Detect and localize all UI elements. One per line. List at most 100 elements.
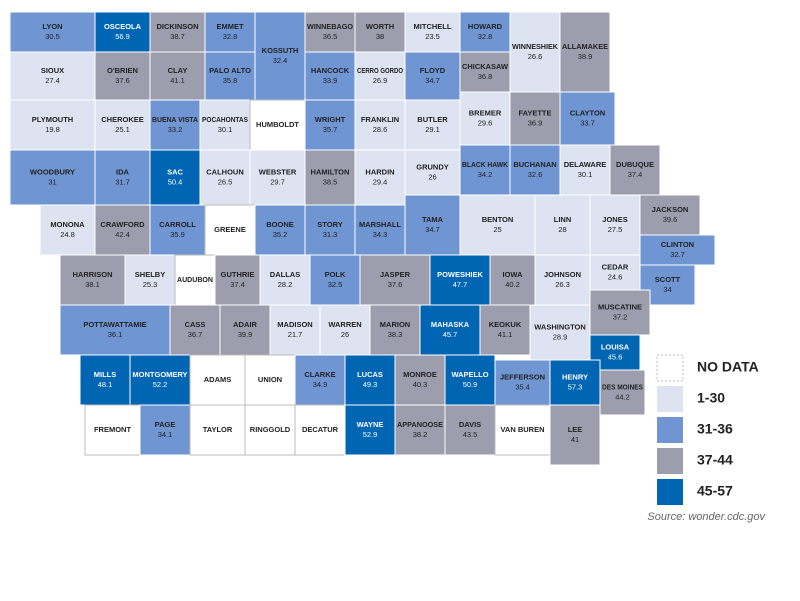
county-value: 32.5 bbox=[328, 280, 343, 289]
county-name: PALO ALTO bbox=[209, 66, 251, 75]
county-value: 26.3 bbox=[555, 280, 570, 289]
county-value: 35.4 bbox=[515, 382, 530, 391]
county-value: 34.2 bbox=[478, 170, 493, 179]
county-value: 32.8 bbox=[478, 32, 493, 41]
county bbox=[354, 51, 406, 101]
county-name: LYON bbox=[42, 22, 62, 31]
county-name: O'BRIEN bbox=[107, 66, 138, 75]
county-value: 50.9 bbox=[463, 380, 478, 389]
county-value: 38.3 bbox=[388, 330, 403, 339]
county bbox=[294, 354, 346, 406]
county-name: CLINTON bbox=[661, 240, 694, 249]
county-name: VAN BUREN bbox=[500, 425, 544, 434]
county-value: 25.3 bbox=[143, 280, 158, 289]
county-value: 33.9 bbox=[323, 76, 338, 85]
county-value: 38.7 bbox=[170, 32, 185, 41]
county-value: 39.6 bbox=[663, 215, 678, 224]
county-name: WAPELLO bbox=[451, 370, 488, 379]
county-value: 31.3 bbox=[323, 230, 338, 239]
county bbox=[509, 11, 561, 93]
county-value: 38.5 bbox=[323, 177, 338, 186]
county bbox=[369, 304, 421, 356]
county-value: 42.4 bbox=[115, 230, 130, 239]
county bbox=[124, 254, 176, 306]
legend-swatch bbox=[656, 354, 684, 382]
county bbox=[204, 204, 256, 256]
county bbox=[304, 149, 356, 206]
county bbox=[509, 144, 561, 196]
county-value: 27.5 bbox=[608, 225, 623, 234]
county-value: 36.8 bbox=[478, 72, 493, 81]
county-value: 34.7 bbox=[425, 76, 440, 85]
county bbox=[559, 11, 611, 93]
county-name: HARDIN bbox=[365, 167, 394, 176]
county-name: SIOUX bbox=[41, 66, 64, 75]
county bbox=[354, 204, 406, 256]
county-value: 26 bbox=[428, 172, 436, 181]
county bbox=[59, 254, 126, 306]
county-name: GUTHRIE bbox=[221, 270, 255, 279]
county bbox=[59, 304, 171, 356]
county-value: 26.5 bbox=[218, 177, 233, 186]
county-name: POTTAWATTAMIE bbox=[83, 320, 146, 329]
county bbox=[394, 354, 446, 406]
legend-swatch bbox=[657, 386, 683, 412]
county-value: 35.9 bbox=[170, 230, 185, 239]
county bbox=[639, 234, 716, 266]
county-name: CERRO GORDO bbox=[357, 66, 403, 75]
county-value: 23.5 bbox=[425, 32, 440, 41]
county-name: WINNESHIEK bbox=[512, 42, 559, 51]
county-value: 38.9 bbox=[578, 52, 593, 61]
county bbox=[609, 144, 661, 196]
county-name: BENTON bbox=[482, 215, 514, 224]
county bbox=[9, 11, 96, 53]
county bbox=[494, 404, 551, 456]
county-name: WAYNE bbox=[357, 420, 384, 429]
county-value: 45.6 bbox=[608, 352, 623, 361]
county bbox=[244, 354, 296, 406]
county-name: MARSHALL bbox=[359, 220, 401, 229]
county-name: DELAWARE bbox=[564, 160, 607, 169]
county-name: BUCHANAN bbox=[513, 160, 556, 169]
county-name: WINNEBAGO bbox=[307, 22, 353, 31]
county-name: JASPER bbox=[380, 270, 411, 279]
county-name: DALLAS bbox=[270, 270, 300, 279]
county-value: 24.6 bbox=[608, 272, 623, 281]
county bbox=[599, 369, 646, 416]
county bbox=[79, 354, 131, 406]
county-name: JONES bbox=[602, 215, 627, 224]
county-name: WRIGHT bbox=[315, 115, 346, 124]
county-value: 41.1 bbox=[498, 330, 513, 339]
county-name: SHELBY bbox=[135, 270, 165, 279]
county-value: 50.4 bbox=[168, 177, 183, 186]
county-value: 38.1 bbox=[85, 280, 100, 289]
county-name: HOWARD bbox=[468, 22, 503, 31]
county bbox=[404, 11, 461, 53]
county-name: UNION bbox=[258, 375, 282, 384]
legend-label: 45-57 bbox=[697, 483, 733, 499]
county-name: BUTLER bbox=[417, 115, 448, 124]
county-value: 36.5 bbox=[323, 32, 338, 41]
county bbox=[149, 204, 206, 256]
county-value: 40.3 bbox=[413, 380, 428, 389]
county-value: 41.1 bbox=[170, 76, 185, 85]
county-name: PAGE bbox=[155, 420, 176, 429]
legend-label: NO DATA bbox=[697, 359, 759, 375]
county-name: TAMA bbox=[422, 215, 444, 224]
county bbox=[259, 254, 311, 306]
county-name: OSCEOLA bbox=[104, 22, 142, 31]
county-name: IOWA bbox=[503, 270, 524, 279]
county-name: LUCAS bbox=[357, 370, 383, 379]
county-name: HENRY bbox=[562, 372, 588, 381]
county-name: CLAYTON bbox=[570, 108, 605, 117]
county bbox=[419, 304, 481, 356]
county bbox=[94, 11, 151, 53]
county-value: 37.6 bbox=[388, 280, 403, 289]
county-name: PLYMOUTH bbox=[32, 115, 73, 124]
county-name: KEOKUK bbox=[489, 320, 522, 329]
county bbox=[559, 91, 616, 146]
county-name: EMMET bbox=[216, 22, 244, 31]
county-name: MONROE bbox=[403, 370, 437, 379]
county-value: 38.2 bbox=[413, 430, 428, 439]
